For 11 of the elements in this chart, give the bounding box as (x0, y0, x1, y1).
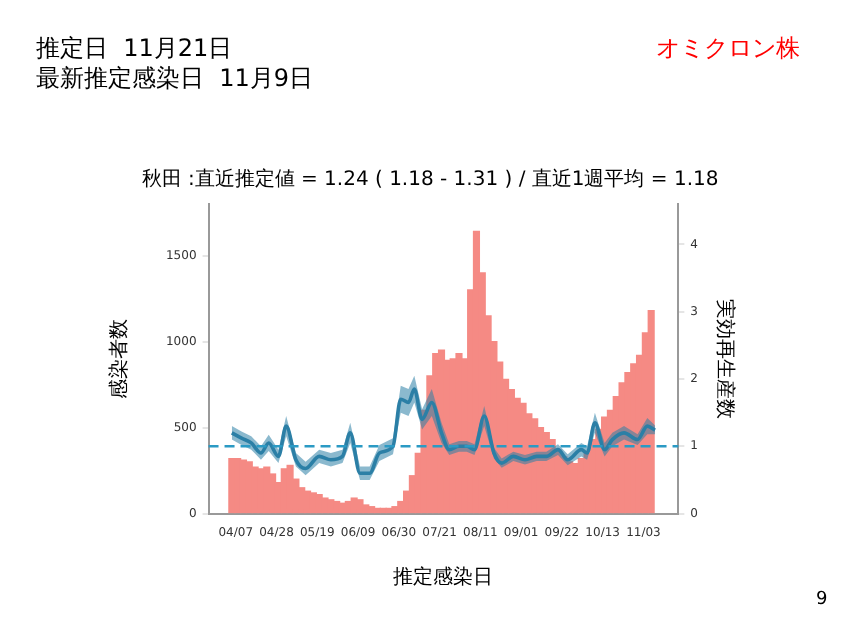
text: オミクロン株 (656, 34, 800, 63)
bar (647, 309, 655, 514)
chart-title: 秋田 :直近推定値 = 1.24 ( 1.18 - 1.31 ) / 直近1週平均 = 1.18 (141, 167, 719, 192)
x-axis-title: 推定感染日 (393, 565, 494, 590)
text: 最新推定感染日 11月9日 (36, 64, 314, 93)
text: 推定日 11月21日 (36, 34, 233, 63)
y2-axis-title: 実効再生産数 (712, 298, 737, 419)
line-series (230, 387, 657, 476)
y-axis-title: 感染者数 (107, 318, 132, 399)
bar (356, 499, 364, 514)
text: 9 (816, 590, 828, 612)
